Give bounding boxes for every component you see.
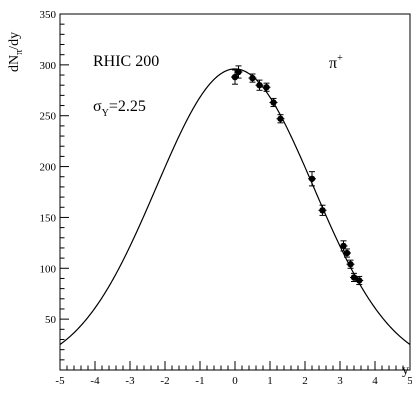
x-tick-label: -4 [90, 375, 100, 387]
y-tick-label: 300 [40, 60, 57, 72]
x-tick-label: -3 [125, 375, 135, 387]
axis-ticks: -5 -4 -3 -2 -1 0 1 2 3 4 5 50 100 150 200 250 300 350 [40, 9, 412, 387]
point-marker [256, 82, 263, 89]
y-tick-label: 200 [40, 162, 57, 174]
particle-label: π+ [329, 53, 343, 72]
point-marker [308, 175, 316, 182]
y-tick-label: 150 [40, 212, 57, 224]
y-tick-label: 350 [40, 9, 57, 21]
point-marker [356, 277, 363, 284]
sigma-annotation: σY=2.25 [93, 98, 146, 119]
x-tick-label: -1 [195, 375, 204, 387]
point-marker [350, 274, 358, 281]
data-point [350, 272, 358, 283]
x-tick-label: 3 [337, 375, 343, 387]
x-tick-label: 1 [267, 375, 273, 387]
data-point [339, 240, 348, 252]
point-marker [270, 99, 277, 106]
x-tick-label: 4 [372, 375, 378, 387]
point-marker [249, 74, 256, 82]
x-tick-label: -2 [160, 375, 169, 387]
point-marker [231, 73, 239, 81]
data-point [255, 79, 264, 91]
point-marker [277, 115, 284, 122]
fit-curve-layer [59, 68, 411, 345]
data-point [234, 65, 243, 79]
point-marker [263, 84, 270, 91]
data-point [308, 171, 316, 187]
data-point [355, 275, 364, 286]
point-marker [347, 261, 354, 268]
point-marker [343, 249, 351, 257]
point-marker [319, 207, 326, 214]
data-point [276, 114, 285, 124]
x-tick-label: 5 [407, 375, 412, 387]
y-tick-label: 250 [40, 111, 57, 123]
gaussian-fit-curve [59, 68, 411, 345]
x-tick-label: -5 [55, 375, 65, 387]
y-axis-title: dNπ/dy [7, 32, 25, 72]
x-tick-label: 2 [302, 375, 308, 387]
data-point [262, 82, 271, 92]
y-tick-label: 50 [45, 314, 57, 326]
data-point [318, 204, 327, 216]
system-label: RHIC 200 [93, 53, 159, 70]
data-point [346, 259, 355, 269]
point-marker [235, 68, 242, 76]
data-point [343, 248, 351, 258]
x-tick-label: 0 [232, 375, 238, 387]
data-points-layer [231, 65, 364, 286]
data-point [248, 73, 257, 83]
point-marker [340, 242, 347, 250]
data-point [269, 97, 278, 108]
x-axis-title: y [402, 363, 409, 378]
y-tick-label: 100 [40, 263, 57, 275]
